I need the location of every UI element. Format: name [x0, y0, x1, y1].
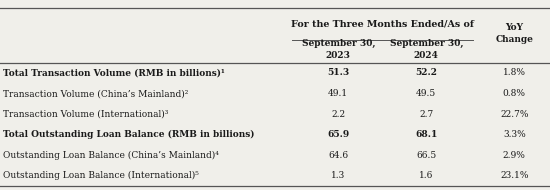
Text: 49.1: 49.1 [328, 89, 348, 98]
Text: Transaction Volume (China’s Mainland)²: Transaction Volume (China’s Mainland)² [3, 89, 188, 98]
Text: 64.6: 64.6 [328, 151, 348, 160]
Text: 3.3%: 3.3% [503, 130, 526, 139]
Text: Outstanding Loan Balance (International)⁵: Outstanding Loan Balance (International)… [3, 171, 199, 180]
Text: 52.2: 52.2 [415, 68, 437, 78]
Text: 1.6: 1.6 [419, 171, 433, 180]
Text: Total Outstanding Loan Balance (RMB in billions): Total Outstanding Loan Balance (RMB in b… [3, 130, 254, 139]
Text: 51.3: 51.3 [327, 68, 349, 78]
Text: Transaction Volume (International)³: Transaction Volume (International)³ [3, 110, 168, 119]
Text: 23.1%: 23.1% [500, 171, 529, 180]
Text: 2.7: 2.7 [419, 110, 433, 119]
Text: For the Three Months Ended/As of: For the Three Months Ended/As of [291, 19, 474, 28]
Text: YoY
Change: YoY Change [496, 23, 533, 44]
Text: 65.9: 65.9 [327, 130, 349, 139]
Text: Total Transaction Volume (RMB in billions)¹: Total Transaction Volume (RMB in billion… [3, 68, 224, 78]
Text: September 30,
2023: September 30, 2023 [301, 39, 375, 60]
Text: 1.8%: 1.8% [503, 68, 526, 78]
Text: 2.9%: 2.9% [503, 151, 526, 160]
Text: 22.7%: 22.7% [500, 110, 529, 119]
Text: 68.1: 68.1 [415, 130, 437, 139]
Text: 66.5: 66.5 [416, 151, 436, 160]
Text: Outstanding Loan Balance (China’s Mainland)⁴: Outstanding Loan Balance (China’s Mainla… [3, 151, 219, 160]
Text: 49.5: 49.5 [416, 89, 436, 98]
Text: 2.2: 2.2 [331, 110, 345, 119]
Text: September 30,
2024: September 30, 2024 [389, 39, 463, 60]
Text: 0.8%: 0.8% [503, 89, 526, 98]
Text: 1.3: 1.3 [331, 171, 345, 180]
